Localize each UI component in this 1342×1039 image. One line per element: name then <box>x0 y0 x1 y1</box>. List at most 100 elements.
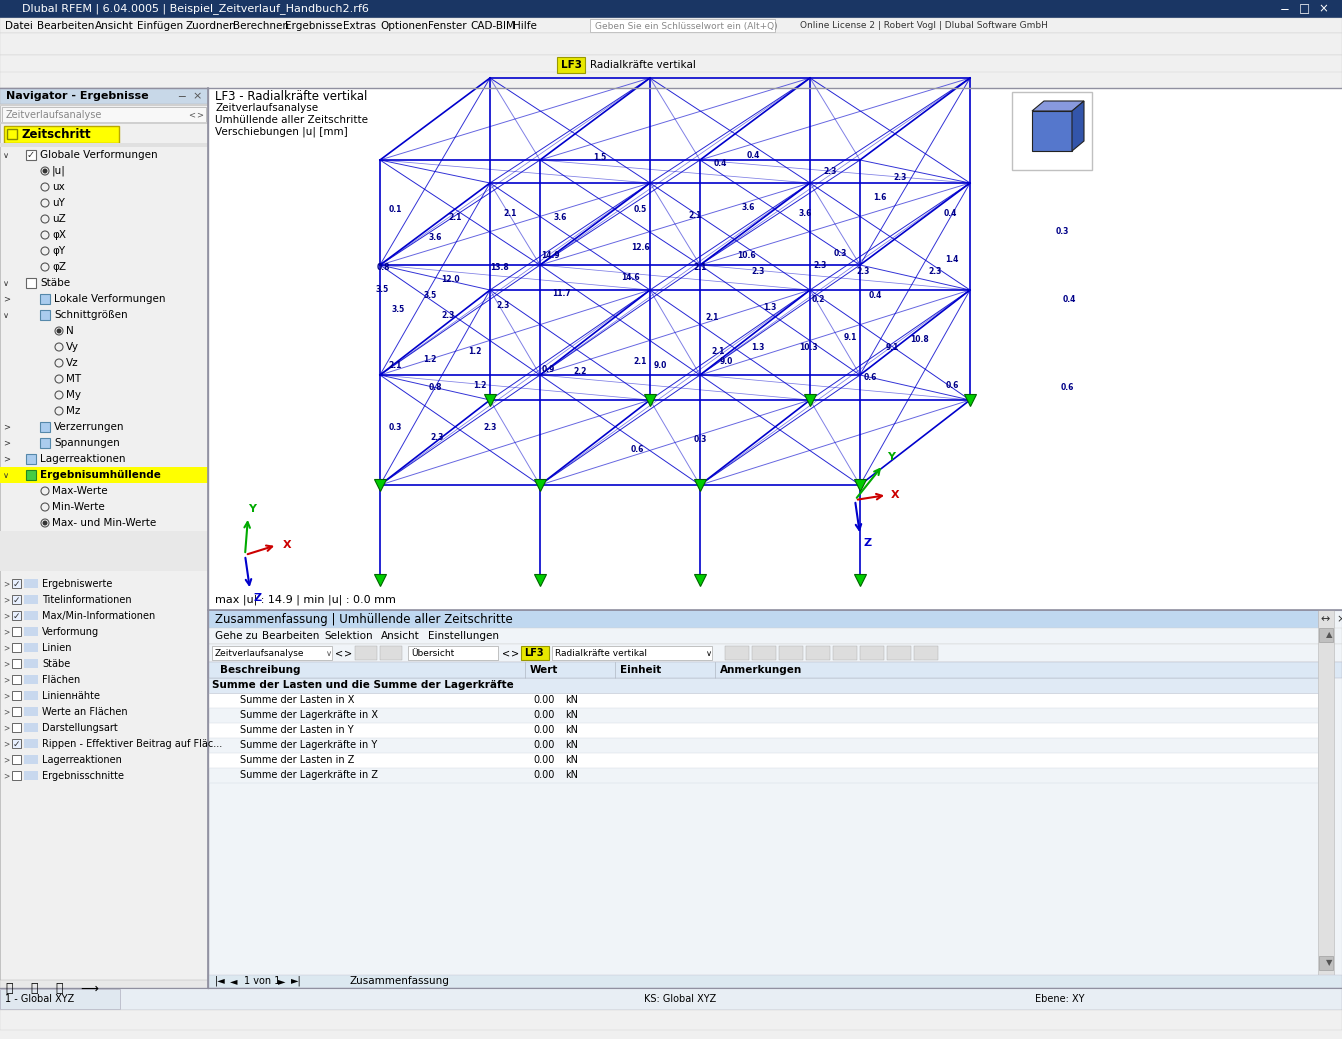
Text: ✓: ✓ <box>13 595 20 605</box>
FancyBboxPatch shape <box>887 646 911 660</box>
Text: uZ: uZ <box>52 214 66 224</box>
Circle shape <box>56 328 62 334</box>
FancyBboxPatch shape <box>557 57 585 73</box>
FancyBboxPatch shape <box>12 627 21 636</box>
FancyBboxPatch shape <box>12 755 21 764</box>
Text: ↔: ↔ <box>1321 614 1330 624</box>
Text: ─: ─ <box>178 91 185 101</box>
FancyBboxPatch shape <box>12 595 21 604</box>
Text: Y: Y <box>248 504 256 514</box>
Text: >: > <box>196 110 203 119</box>
FancyBboxPatch shape <box>40 438 50 448</box>
Text: Verzerrungen: Verzerrungen <box>54 422 125 432</box>
Text: Zeitverlaufsanalyse: Zeitverlaufsanalyse <box>215 648 305 658</box>
FancyBboxPatch shape <box>25 470 36 480</box>
Text: kN: kN <box>565 740 578 750</box>
Text: 12.0: 12.0 <box>440 275 459 285</box>
FancyBboxPatch shape <box>24 643 38 652</box>
FancyBboxPatch shape <box>408 646 498 660</box>
Text: 1.3: 1.3 <box>752 344 765 352</box>
Text: 0.3: 0.3 <box>388 424 401 432</box>
Text: KS: Global XYZ: KS: Global XYZ <box>644 994 717 1004</box>
Text: Linien: Linien <box>42 643 71 652</box>
Text: |u|: |u| <box>52 166 66 177</box>
Text: 2.1: 2.1 <box>503 210 517 218</box>
Text: ✓: ✓ <box>13 580 20 588</box>
Text: Navigator - Ergebnisse: Navigator - Ergebnisse <box>5 91 149 101</box>
FancyBboxPatch shape <box>208 662 1342 678</box>
FancyBboxPatch shape <box>25 150 36 160</box>
Text: 0.4: 0.4 <box>746 151 760 160</box>
FancyBboxPatch shape <box>0 55 1342 77</box>
Text: 1 - Global XYZ: 1 - Global XYZ <box>5 994 74 1004</box>
Text: >: > <box>511 648 519 658</box>
Text: 1.2: 1.2 <box>468 347 482 356</box>
Text: >: > <box>3 438 9 448</box>
Text: ∨: ∨ <box>3 471 9 480</box>
FancyBboxPatch shape <box>0 980 208 998</box>
Text: 3.6: 3.6 <box>741 203 754 212</box>
FancyBboxPatch shape <box>25 454 36 464</box>
Text: 0.8: 0.8 <box>428 382 442 392</box>
Text: Datei: Datei <box>5 21 32 31</box>
Text: >: > <box>3 755 9 765</box>
FancyBboxPatch shape <box>552 646 713 660</box>
FancyBboxPatch shape <box>25 278 36 288</box>
FancyBboxPatch shape <box>4 126 119 143</box>
FancyBboxPatch shape <box>212 646 331 660</box>
Text: 🖼: 🖼 <box>5 983 12 995</box>
FancyBboxPatch shape <box>40 422 50 432</box>
Text: Linienнähte: Linienнähte <box>42 691 101 701</box>
Text: Zeitschritt: Zeitschritt <box>21 129 91 141</box>
Text: 13.8: 13.8 <box>491 264 510 272</box>
Text: Ergebniswerte: Ergebniswerte <box>42 579 113 589</box>
FancyBboxPatch shape <box>208 610 1318 628</box>
FancyBboxPatch shape <box>40 294 50 304</box>
Circle shape <box>43 521 47 526</box>
FancyBboxPatch shape <box>0 0 1342 18</box>
Text: >: > <box>3 423 9 431</box>
Text: >: > <box>3 772 9 780</box>
Text: Summe der Lasten und die Summe der Lagerkräfte: Summe der Lasten und die Summe der Lager… <box>212 680 514 690</box>
Text: Einstellungen: Einstellungen <box>428 631 499 641</box>
Text: ▲: ▲ <box>1326 631 1333 639</box>
Text: >: > <box>344 648 352 658</box>
FancyBboxPatch shape <box>24 675 38 684</box>
Text: Stäbe: Stäbe <box>40 278 70 288</box>
Text: 1.4: 1.4 <box>945 256 958 265</box>
Text: Optionen: Optionen <box>381 21 428 31</box>
Text: 1.6: 1.6 <box>874 192 887 202</box>
FancyBboxPatch shape <box>0 143 208 146</box>
FancyBboxPatch shape <box>860 646 884 660</box>
FancyBboxPatch shape <box>208 610 1342 988</box>
FancyBboxPatch shape <box>1319 628 1333 642</box>
Text: 2.3: 2.3 <box>929 267 942 276</box>
Text: kN: kN <box>565 755 578 765</box>
Text: 9.0: 9.0 <box>719 357 733 367</box>
Text: 2.1: 2.1 <box>688 211 702 219</box>
FancyBboxPatch shape <box>1012 92 1092 170</box>
Text: 0.2: 0.2 <box>812 295 825 304</box>
FancyBboxPatch shape <box>12 643 21 652</box>
Text: 0.6: 0.6 <box>863 373 876 382</box>
Text: ∨: ∨ <box>326 648 331 658</box>
Text: ⟶: ⟶ <box>81 983 98 995</box>
Text: 2.3: 2.3 <box>442 311 455 320</box>
Text: 3.6: 3.6 <box>798 210 812 218</box>
Text: Ansicht: Ansicht <box>381 631 420 641</box>
Text: Lagerreaktionen: Lagerreaktionen <box>42 755 122 765</box>
FancyBboxPatch shape <box>0 72 1342 94</box>
Text: 2.3: 2.3 <box>813 261 827 269</box>
Text: >: > <box>3 675 9 685</box>
Text: 2.3: 2.3 <box>752 267 765 276</box>
Text: φX: φX <box>52 230 66 240</box>
Text: Extras: Extras <box>344 21 376 31</box>
Text: 0.3: 0.3 <box>833 249 847 259</box>
Text: Online License 2 | Robert Vogl | Dlubal Software GmbH: Online License 2 | Robert Vogl | Dlubal … <box>800 22 1048 30</box>
Text: Zusammenfassung | Umhüllende aller Zeitschritte: Zusammenfassung | Umhüllende aller Zeits… <box>215 613 513 625</box>
FancyBboxPatch shape <box>380 646 403 660</box>
Text: Flächen: Flächen <box>42 675 81 685</box>
FancyBboxPatch shape <box>1319 956 1333 970</box>
Text: Globale Verformungen: Globale Verformungen <box>40 150 157 160</box>
Text: 2.1: 2.1 <box>694 263 707 271</box>
